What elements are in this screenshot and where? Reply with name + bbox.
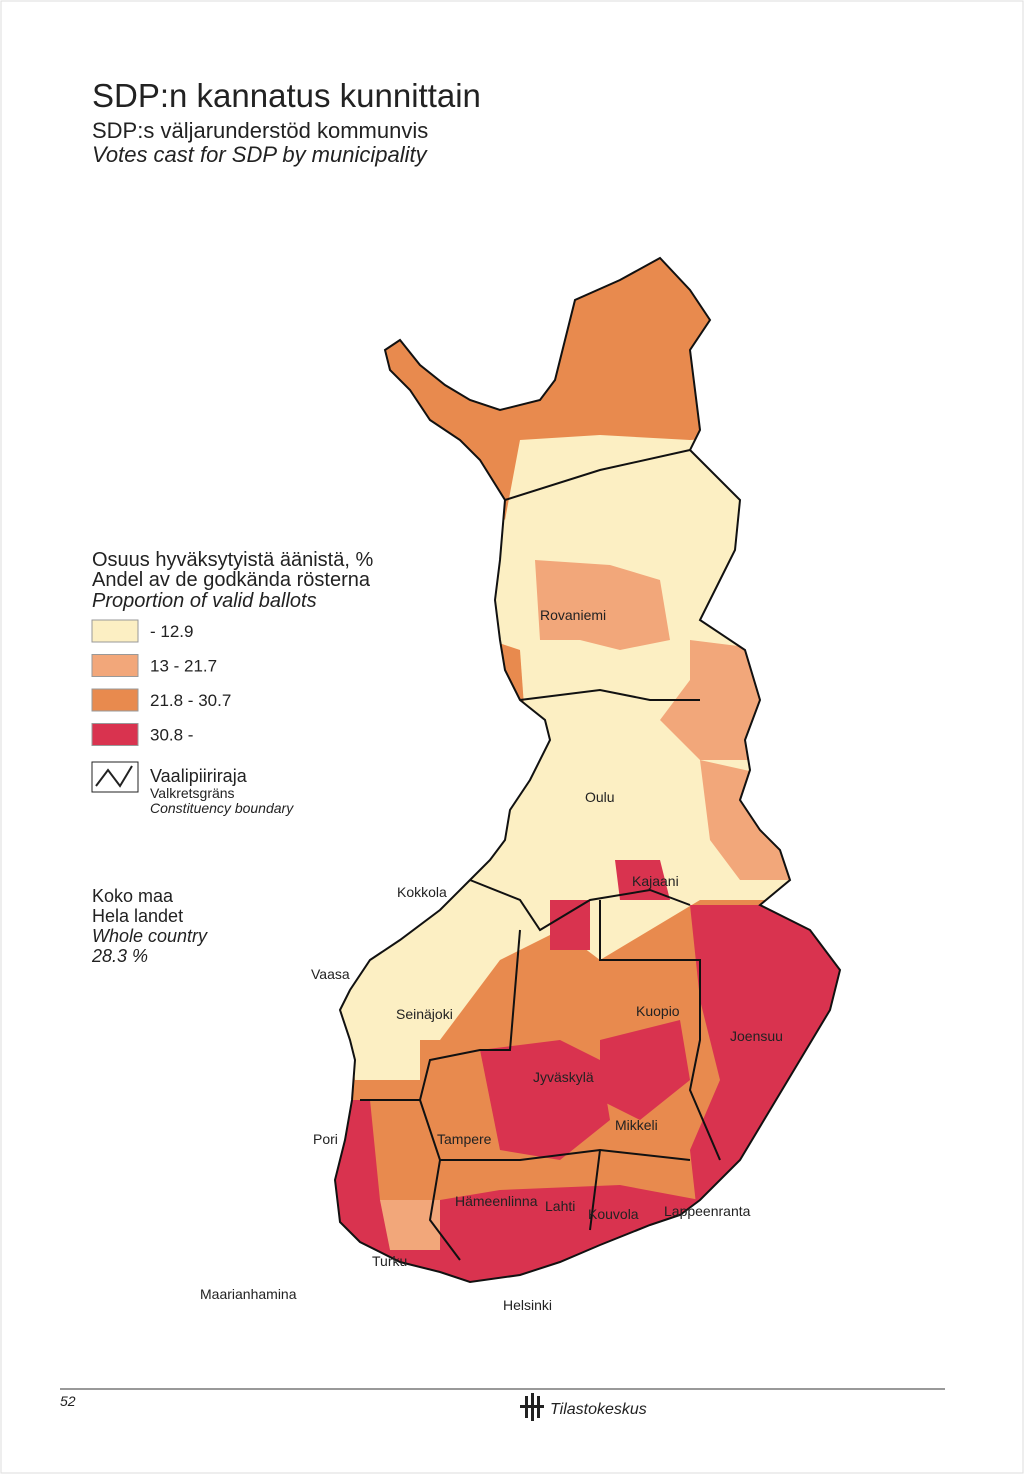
place-label: Seinäjoki (396, 1006, 453, 1022)
whole-country-label: Whole country (92, 926, 208, 946)
place-label: Vaasa (311, 966, 350, 982)
legend-title: Osuus hyväksytyistä äänistä, % (92, 549, 373, 571)
place-label: Kuopio (636, 1003, 680, 1019)
place-label: Joensuu (730, 1028, 783, 1044)
publisher: Tilastokeskus (550, 1401, 647, 1418)
place-label: Kouvola (588, 1206, 639, 1222)
place-label: Rovaniemi (540, 607, 606, 623)
legend-swatch (91, 619, 139, 643)
legend-swatch (91, 654, 139, 677)
place-label: Lahti (545, 1198, 575, 1214)
subtitle: SDP:s väljarunderstöd kommunvis (92, 118, 428, 143)
place-label: Kajaani (632, 873, 679, 889)
region (480, 1040, 610, 1160)
legend-title: Proportion of valid ballots (92, 590, 317, 612)
place-label: Turku (372, 1253, 407, 1269)
place-label: Hämeenlinna (455, 1193, 538, 1209)
legend-swatch (91, 723, 139, 746)
legend: Osuus hyväksytyistä äänistä, % Andel av … (91, 549, 373, 816)
region (600, 1020, 690, 1120)
boundary-icon (95, 765, 133, 788)
legend-title: Andel av de godkända rösterna (92, 569, 371, 591)
region (615, 860, 670, 900)
legend-label: - 12.9 (150, 622, 193, 641)
map (335, 258, 840, 1282)
boundary-label: Valkretsgräns (150, 785, 235, 801)
subtitle-en: Votes cast for SDP by municipality (92, 142, 429, 167)
region (380, 1200, 440, 1250)
whole-country-label: Koko maa (92, 886, 174, 906)
legend-items: - 12.9 13 - 21.7 21.8 - 30.7 30.8 - (91, 619, 231, 746)
legend-swatch (91, 688, 139, 712)
place-labels: Rovaniemi Oulu Kokkola Kajaani Vaasa Seinäjok… (200, 607, 783, 1313)
place-label: Mikkeli (615, 1117, 658, 1133)
place-label: Tampere (437, 1131, 492, 1147)
region (335, 1100, 380, 1200)
whole-country-value: 28.3 % (91, 946, 148, 966)
logo (520, 1393, 544, 1421)
region (550, 900, 590, 950)
title: SDP:n kannatus kunnittain (92, 77, 481, 114)
whole-country: Koko maa Hela landet Whole country 28.3 … (91, 886, 208, 966)
constituency-boundaries (360, 449, 721, 1261)
whole-country-label: Hela landet (92, 906, 183, 926)
place-label: Kokkola (397, 884, 447, 900)
boundary-label: Vaalipiiriraja (150, 766, 248, 786)
region (340, 960, 420, 1080)
place-label: Lappeenranta (664, 1203, 751, 1219)
place-label: Pori (313, 1131, 338, 1147)
page-number: 52 (60, 1393, 76, 1409)
legend-label: 21.8 - 30.7 (150, 691, 231, 710)
place-label: Jyväskylä (533, 1069, 594, 1085)
boundary-label: Constituency boundary (150, 800, 294, 816)
place-label: Oulu (585, 789, 615, 805)
region (690, 905, 840, 1282)
region (660, 640, 770, 760)
place-label: Maarianhamina (200, 1286, 297, 1302)
legend-label: 30.8 - (150, 726, 193, 745)
region (535, 560, 670, 650)
legend-label: 13 - 21.7 (150, 657, 217, 676)
region (490, 640, 525, 720)
place-label: Helsinki (503, 1297, 552, 1313)
